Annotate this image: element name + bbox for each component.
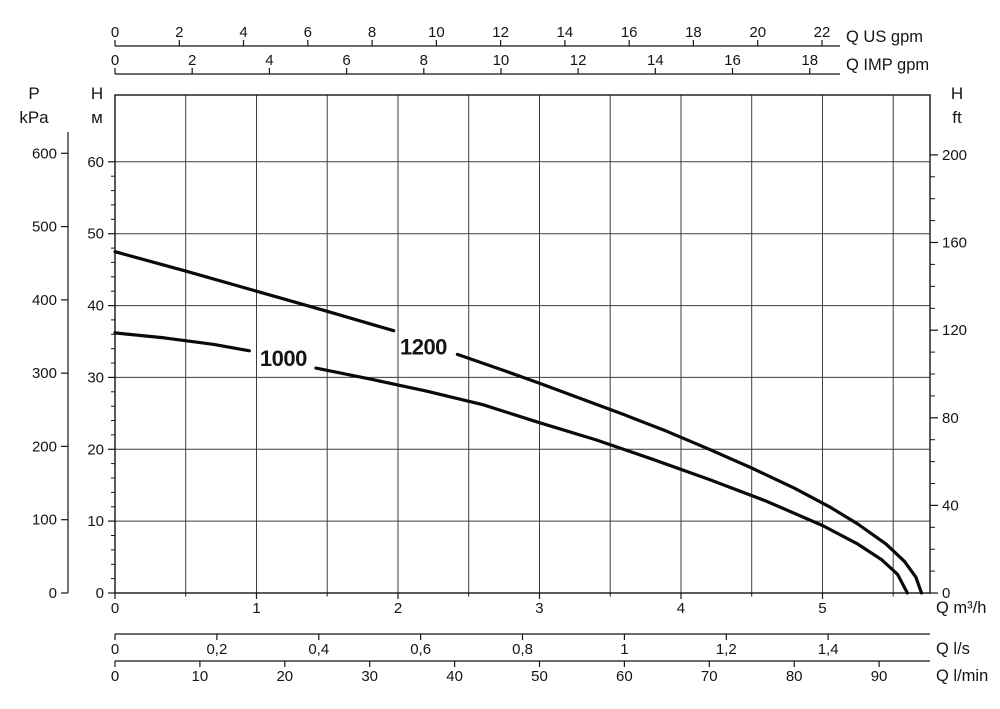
axis-p-kpa: 0 100 200 300 400 500 600 <box>32 132 69 602</box>
axis-tick-label: 1 <box>620 641 628 658</box>
axis-tick-label: 4 <box>239 24 247 41</box>
axis-tick-label: 16 <box>724 52 741 69</box>
axis-tick-label: 30 <box>87 369 104 386</box>
curve-label-1200: 1200 <box>400 335 447 360</box>
axis-tick-label: 0 <box>111 600 119 617</box>
axis-unit-label-q-l-s: Q l/s <box>936 640 970 658</box>
axis-tick-label: 20 <box>87 441 104 458</box>
axis-tick-label: 18 <box>801 52 818 69</box>
axis-tick-label: 0 <box>49 585 57 602</box>
axis-tick-label: 0 <box>96 585 104 602</box>
axis-q-m3h: 0 1 2 3 4 5 Q m³/h <box>111 593 986 617</box>
axis-tick-label: 40 <box>87 298 104 315</box>
axis-tick-label: 60 <box>616 668 633 685</box>
curve-1200-segment-1 <box>113 250 396 333</box>
axis-tick-label: 500 <box>32 219 57 236</box>
axis-tick-label: 5 <box>818 600 826 617</box>
axis-q-imp-gpm: 0 2 4 6 8 10 12 14 16 18 Q IMP gpm <box>111 52 929 75</box>
axis-tick-label: 20 <box>749 24 766 41</box>
axis-tick-label: 400 <box>32 292 57 309</box>
axis-tick-label: 300 <box>32 365 57 382</box>
axis-unit-label-q-m3h: Q m³/h <box>936 599 986 617</box>
axis-tick-label: 3 <box>535 600 543 617</box>
axis-tick-label: 0,8 <box>512 641 533 658</box>
header-p-kpa-line2: kPa <box>19 108 49 127</box>
axis-tick-label: 18 <box>685 24 702 41</box>
curve-1000-segment-1 <box>113 331 251 353</box>
axis-tick-label: 0 <box>942 585 950 602</box>
axis-tick-label: 0,4 <box>308 641 329 658</box>
axis-tick-label: 14 <box>557 24 574 41</box>
axis-q-l-s: 0 0,2 0,4 0,6 0,8 1 1,2 1,4 Q l/s <box>111 633 970 658</box>
axis-tick-label: 70 <box>701 668 718 685</box>
axis-tick-label: 40 <box>446 668 463 685</box>
axis-tick-label: 120 <box>942 322 967 339</box>
axis-tick-label: 4 <box>265 52 273 69</box>
axis-tick-label: 0 <box>111 668 119 685</box>
axis-tick-label: 22 <box>814 24 831 41</box>
series-1200: 1200 <box>113 250 924 595</box>
axis-tick-label: 6 <box>342 52 350 69</box>
axis-unit-label-q-imp-gpm: Q IMP gpm <box>846 56 929 74</box>
axis-tick-label: 10 <box>192 668 209 685</box>
curve-1200-segment-2 <box>455 352 924 595</box>
axis-tick-label: 8 <box>420 52 428 69</box>
axis-tick-label: 1 <box>252 600 260 617</box>
axis-tick-label: 12 <box>570 52 587 69</box>
axis-tick-label: 1,4 <box>818 641 839 658</box>
axis-tick-label: 12 <box>492 24 509 41</box>
axis-tick-label: 0,6 <box>410 641 431 658</box>
axis-tick-label: 0 <box>111 52 119 69</box>
axis-tick-label: 2 <box>175 24 183 41</box>
plot-border <box>114 94 931 594</box>
axis-tick-label: 600 <box>32 145 57 162</box>
axis-unit-label-q-l-min: Q l/min <box>936 667 988 685</box>
axis-tick-label: 10 <box>493 52 510 69</box>
axis-tick-label: 0 <box>111 24 119 41</box>
header-h-ft-line1: H <box>951 84 963 103</box>
axis-tick-label: 20 <box>276 668 293 685</box>
axis-tick-label: 40 <box>942 497 959 514</box>
axis-unit-label-q-us-gpm: Q US gpm <box>846 28 923 46</box>
header-p-kpa-line1: P <box>28 84 39 103</box>
header-h-ft-line2: ft <box>952 108 962 127</box>
axis-h-ft: 0 40 80 120 160 200 <box>930 147 967 602</box>
axis-tick-label: 160 <box>942 235 967 252</box>
axis-tick-label: 6 <box>304 24 312 41</box>
axis-tick-label: 30 <box>361 668 378 685</box>
axis-tick-label: 60 <box>87 154 104 171</box>
axis-tick-label: 200 <box>32 438 57 455</box>
axis-tick-label: 2 <box>394 600 402 617</box>
axis-h-m: 0 10 20 30 40 50 60 <box>87 154 115 602</box>
header-h-m-line1: H <box>91 84 103 103</box>
axis-tick-label: 0 <box>111 641 119 658</box>
axis-tick-label: 4 <box>677 600 685 617</box>
axis-tick-label: 100 <box>32 512 57 529</box>
axis-tick-label: 10 <box>87 513 104 530</box>
axis-tick-label: 1,2 <box>716 641 737 658</box>
axis-tick-label: 2 <box>188 52 196 69</box>
axis-tick-label: 14 <box>647 52 664 69</box>
series-1000: 1000 <box>113 331 909 595</box>
axis-tick-label: 50 <box>531 668 548 685</box>
axis-tick-label: 8 <box>368 24 376 41</box>
axis-tick-label: 80 <box>942 410 959 427</box>
curve-label-1000: 1000 <box>260 346 307 371</box>
axis-q-l-min: 0 10 20 30 40 50 60 70 80 90 Q l/min <box>111 660 988 685</box>
axis-q-us-gpm: 0 2 4 6 8 10 12 14 16 18 20 22 Q US gpm <box>111 24 923 47</box>
curve-1000-segment-2 <box>314 366 909 595</box>
axis-tick-label: 90 <box>871 668 888 685</box>
axis-tick-label: 80 <box>786 668 803 685</box>
axis-tick-label: 0,2 <box>206 641 227 658</box>
axis-tick-label: 200 <box>942 147 967 164</box>
axis-tick-label: 10 <box>428 24 445 41</box>
axis-tick-label: 50 <box>87 226 104 243</box>
header-h-m-line2: м <box>91 108 103 127</box>
axis-tick-label: 16 <box>621 24 638 41</box>
